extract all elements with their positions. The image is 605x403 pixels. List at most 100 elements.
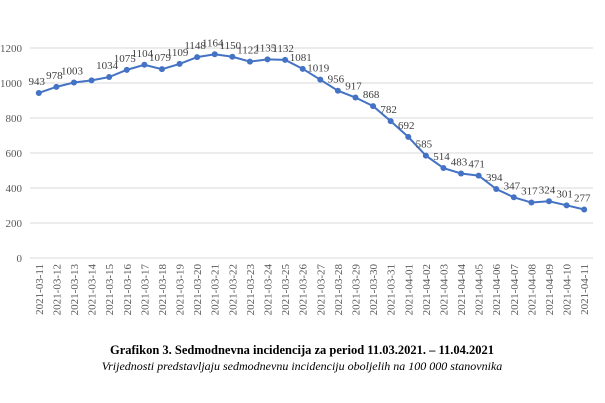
marker (317, 76, 324, 83)
marker (194, 54, 201, 61)
value-label: 978 (46, 70, 63, 82)
value-label: 1081 (290, 52, 312, 64)
x-tick-label: 2021-03-21 (210, 264, 222, 315)
marker (141, 61, 148, 68)
x-tick-label: 2021-03-16 (122, 264, 134, 316)
value-label: 1132 (272, 43, 294, 55)
value-label: 956 (328, 74, 345, 86)
value-label: 1164 (202, 37, 224, 49)
value-label: 277 (574, 193, 591, 205)
x-tick-label: 2021-04-02 (421, 264, 433, 315)
chart-title: Grafikon 3. Sedmodnevna incidencija za p… (110, 343, 494, 357)
x-tick-label: 2021-03-24 (263, 264, 275, 316)
value-label: 1148 (184, 40, 206, 52)
x-tick-label: 2021-04-09 (544, 264, 556, 316)
x-tick-label: 2021-04-10 (562, 264, 574, 316)
x-tick-label: 2021-03-19 (175, 264, 187, 316)
marker (405, 133, 412, 140)
marker (563, 202, 570, 209)
y-tick-label: 0 (17, 253, 23, 265)
marker (370, 103, 377, 110)
x-tick-label: 2021-03-12 (51, 264, 63, 315)
marker (475, 172, 482, 179)
value-label: 324 (539, 184, 556, 196)
y-tick-label: 400 (6, 183, 23, 195)
marker (53, 83, 60, 90)
marker (246, 58, 253, 65)
marker (35, 89, 42, 96)
marker (211, 51, 218, 58)
x-tick-label: 2021-04-11 (579, 264, 591, 315)
value-label: 782 (380, 104, 397, 116)
line (38, 53, 585, 211)
marker (440, 165, 447, 172)
x-tick-label: 2021-03-22 (227, 264, 239, 315)
value-label: 394 (486, 172, 503, 184)
value-label: 471 (468, 159, 485, 171)
x-tick-label: 2021-03-11 (34, 264, 46, 315)
value-label: 1150 (220, 40, 242, 52)
x-tick-label: 2021-03-17 (139, 264, 151, 316)
x-tick-label: 2021-04-08 (526, 264, 538, 316)
value-label: 1075 (114, 53, 137, 65)
marker (510, 194, 517, 201)
x-tick-label: 2021-04-03 (438, 264, 450, 316)
y-tick-label: 800 (6, 113, 23, 125)
y-tick-label: 600 (6, 148, 23, 160)
marker (528, 199, 535, 206)
value-label: 1079 (149, 52, 172, 64)
x-tick-label: 2021-04-07 (509, 264, 521, 316)
marker (334, 87, 341, 94)
marker (282, 56, 289, 63)
value-label: 317 (521, 186, 538, 198)
value-label: 1109 (167, 47, 189, 59)
marker (158, 66, 165, 73)
value-label: 1019 (307, 63, 330, 75)
marker (493, 186, 500, 193)
marker (352, 94, 359, 101)
x-tick-label: 2021-03-23 (245, 264, 257, 316)
x-tick-label: 2021-03-14 (87, 264, 99, 316)
x-tick-label: 2021-03-26 (298, 264, 310, 316)
marker (546, 198, 553, 205)
x-tick-label: 2021-04-01 (403, 264, 415, 315)
value-label: 585 (416, 139, 433, 151)
x-tick-label: 2021-03-18 (157, 264, 169, 316)
y-tick-label: 1200 (0, 43, 23, 55)
x-tick-label: 2021-04-06 (491, 264, 503, 316)
value-label: 868 (363, 89, 380, 101)
marker (88, 77, 95, 84)
y-tick-label: 1000 (0, 78, 23, 90)
x-tick-label: 2021-04-05 (474, 264, 486, 316)
value-label: 943 (29, 76, 46, 88)
marker (458, 170, 465, 177)
value-label: 301 (556, 188, 573, 200)
marker (70, 79, 77, 86)
x-tick-label: 2021-03-30 (368, 264, 380, 316)
value-label: 514 (433, 151, 450, 163)
value-label: 1003 (61, 65, 84, 77)
marker (422, 152, 429, 159)
value-label: 917 (345, 81, 362, 93)
value-label: 1135 (255, 42, 277, 54)
value-label: 483 (451, 156, 468, 168)
value-label: 1122 (237, 45, 259, 57)
marker (387, 118, 394, 125)
x-tick-label: 2021-03-27 (315, 264, 327, 316)
marker (123, 66, 130, 73)
marker (229, 53, 236, 60)
marker (264, 56, 271, 63)
marker (581, 206, 588, 213)
value-label: 1104 (132, 48, 154, 60)
x-tick-label: 2021-03-13 (69, 264, 81, 316)
marker (299, 65, 306, 72)
x-tick-label: 2021-03-20 (192, 264, 204, 316)
x-tick-label: 2021-03-25 (280, 264, 292, 316)
chart-subtitle: Vrijednosti predstavljaju sedmodnevnu in… (102, 359, 503, 373)
x-tick-label: 2021-03-28 (333, 264, 345, 316)
marker (106, 74, 113, 81)
x-tick-label: 2021-03-29 (350, 264, 362, 316)
value-label: 1034 (96, 60, 119, 72)
x-tick-label: 2021-03-31 (386, 264, 398, 315)
